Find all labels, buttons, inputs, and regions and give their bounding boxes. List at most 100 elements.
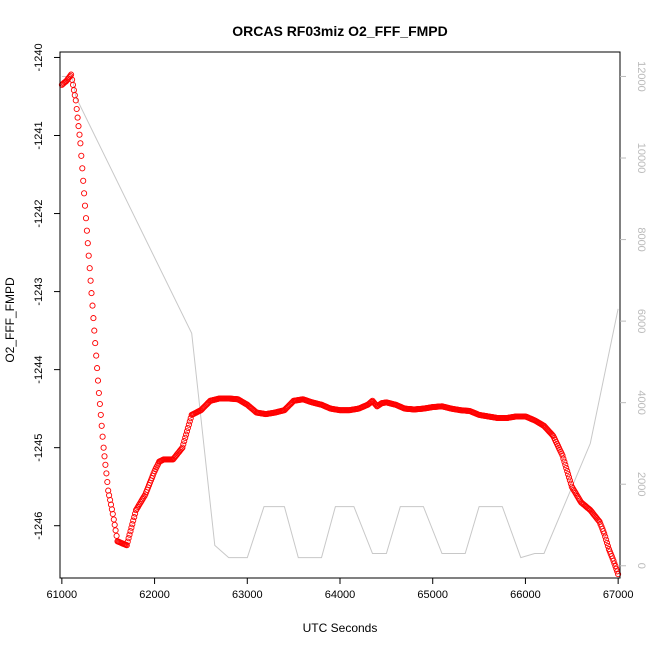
data-point [100,444,107,451]
data-point [576,496,583,503]
data-point [612,563,619,570]
data-point [97,411,104,418]
chart-title: ORCAS RF03miz O2_FFF_FMPD [232,23,447,39]
data-point [93,352,100,359]
data-point [77,140,84,147]
data-point [94,365,101,372]
data-point [85,252,92,259]
data-point [129,521,136,528]
data-point [90,315,97,322]
y-tick-label: -1242 [33,199,45,227]
x-tick-label: 64000 [325,589,356,601]
data-point [104,478,111,486]
data-point [186,418,193,425]
data-point [95,389,102,397]
data-point [604,542,611,550]
data-point [128,524,135,531]
data-point [615,571,622,578]
data-point [76,131,83,138]
data-point [123,542,130,549]
x-axis-label: UTC Seconds [303,621,378,635]
data-point [109,510,116,518]
data-point [601,530,608,537]
o2-series [58,71,622,578]
y2-tick-label: 8000 [635,227,647,251]
y-tick-label: -1243 [33,278,45,306]
data-point [82,215,90,222]
x-tick-label: 63000 [232,589,263,601]
data-point [80,177,87,184]
data-point [131,514,138,521]
y2-tick-label: 10000 [635,143,647,174]
data-point [83,227,90,234]
data-point [140,494,147,501]
data-point [72,97,79,104]
data-point [181,438,188,445]
data-point [565,474,573,481]
altitude-series [61,76,619,559]
data-point [132,510,139,517]
data-point [81,202,89,209]
y-tick-label: -1245 [33,434,45,462]
data-point [103,470,110,477]
y2-tick-label: 4000 [635,390,647,414]
data-point [78,152,85,159]
y-tick-label: -1240 [33,43,45,71]
y2-tick-label: 6000 [635,309,647,333]
data-point [102,461,109,468]
data-point [560,455,567,462]
data-point [136,500,143,507]
data-point [570,486,577,493]
data-point [562,461,569,468]
x-tick-label: 66000 [510,589,541,601]
data-point [602,533,609,540]
data-point [130,517,137,524]
data-point [603,539,611,546]
data-point [132,507,140,514]
data-point [127,528,134,535]
data-point [563,464,570,472]
data-point [99,433,106,440]
data-point [89,302,96,309]
data-point [184,424,191,432]
y-tick-label: -1246 [33,512,45,540]
x-tick-label: 61000 [47,589,78,601]
data-point [561,458,568,465]
data-point [187,415,194,422]
data-point [92,340,99,347]
data-point [611,560,618,567]
y-tick-label: -1244 [33,356,45,384]
data-point [183,431,190,438]
data-point [574,493,581,500]
data-point [87,277,94,284]
x-tick-label: 62000 [139,589,170,601]
y2-axis: 0 2000 4000 6000 8000 10000 12000 [620,61,647,569]
y2-tick-label: 0 [635,563,647,569]
data-point [112,527,119,534]
data-point [79,165,86,172]
data-point [107,496,114,504]
data-point [81,190,88,197]
data-point [566,477,573,484]
data-point [571,488,578,495]
data-point [84,240,91,247]
y2-tick-label: 2000 [635,472,647,496]
data-point [138,497,145,504]
data-point [96,400,103,408]
data-point [98,422,105,429]
data-point [94,377,102,384]
data-point [613,565,620,572]
data-point [573,491,580,498]
data-point [595,517,602,524]
data-point [75,123,82,130]
y-axis-label: O2_FFF_FMPD [3,277,17,363]
data-point [125,535,132,542]
data-point [564,468,571,475]
data-point [185,421,192,428]
data-point [603,536,610,543]
data-point [74,114,81,121]
y-tick-label: -1241 [33,121,45,149]
data-point [569,485,576,492]
